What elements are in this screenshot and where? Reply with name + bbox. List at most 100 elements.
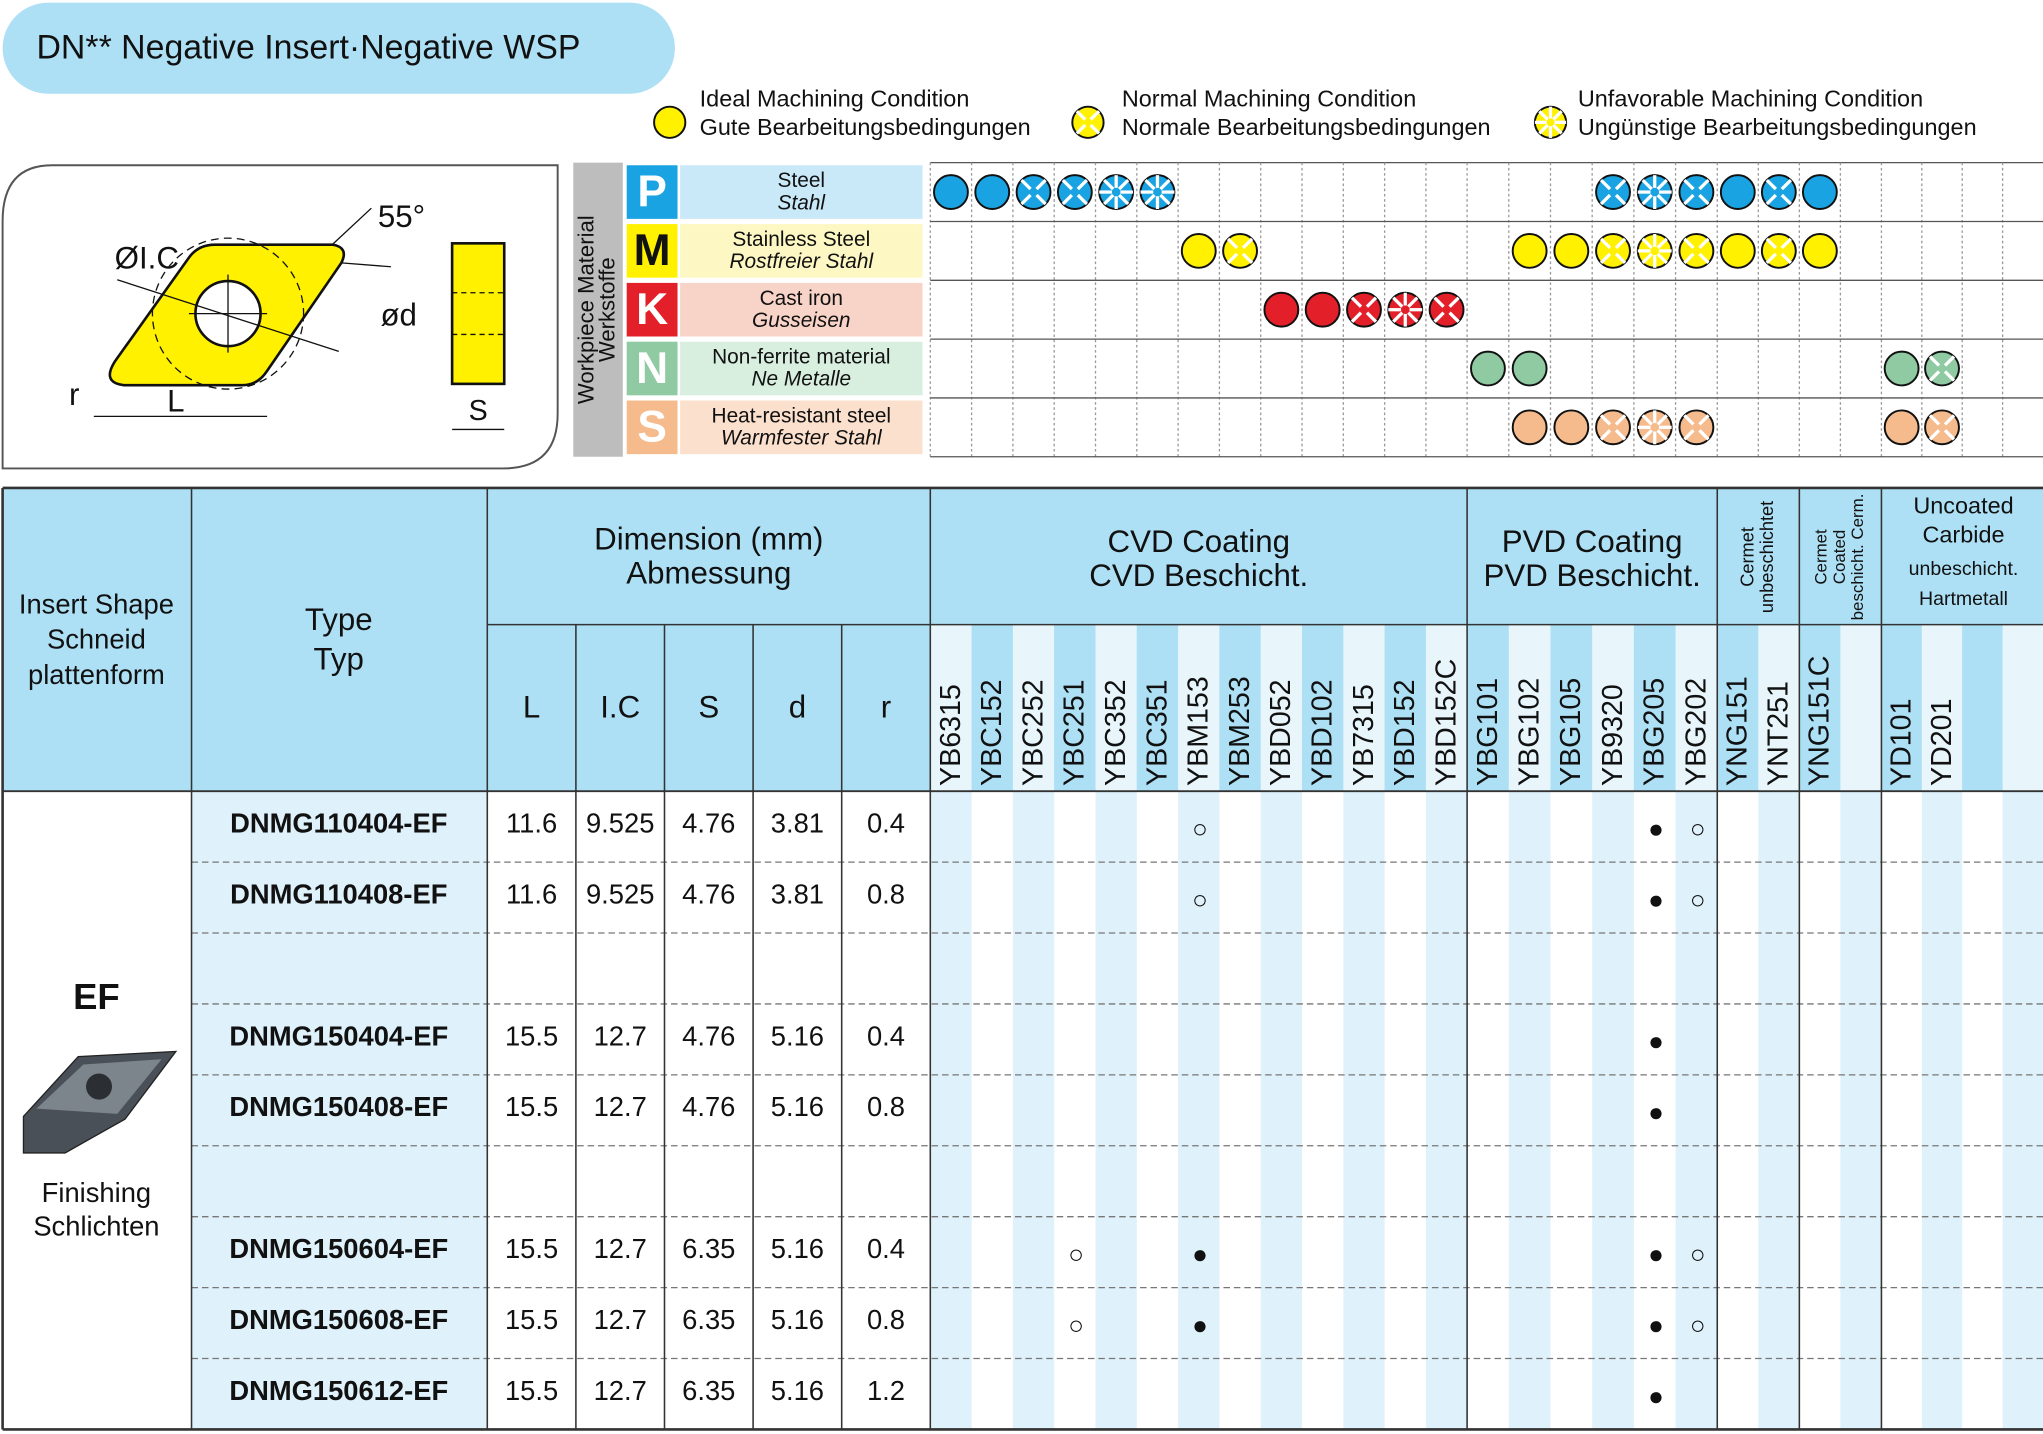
dim: 5.16: [771, 1375, 824, 1406]
header-group: Cermet: [1737, 527, 1757, 587]
condition-icon-notch: [1698, 429, 1710, 441]
material-de: Rostfreier Stahl: [729, 250, 874, 273]
header-dim: d: [789, 689, 806, 724]
material-label-box: [680, 400, 923, 455]
header-group: unbeschicht.: [1909, 558, 2019, 580]
grade-label: YBC152: [976, 679, 1008, 786]
header-dim: S: [698, 689, 719, 724]
grade-label: YD101: [1885, 698, 1917, 785]
material-letter-box: [626, 224, 678, 278]
dim: 15.5: [505, 1233, 558, 1264]
condition-icon-notch: [1928, 355, 1941, 367]
material-letter: N: [636, 344, 668, 393]
dim: 5.16: [771, 1304, 824, 1335]
condition-icon: [1511, 409, 1548, 446]
header-group: PVD Coating: [1502, 524, 1683, 559]
header-group: CVD Beschicht.: [1089, 558, 1308, 593]
dim: 12.7: [594, 1020, 647, 1051]
grade-col-stripe: [2002, 791, 2043, 1430]
grade-col-stripe: [1508, 791, 1551, 1430]
title-pill: [2, 2, 675, 94]
condition-icon-notch: [1392, 311, 1404, 323]
dim: 0.4: [867, 1233, 905, 1264]
grade-col-bg: [1136, 624, 1179, 792]
material-letter: K: [636, 285, 668, 334]
condition-icon-notch: [1641, 252, 1653, 264]
grade-col-stripe: [1921, 791, 1963, 1430]
condition-icon-notch: [1780, 193, 1792, 206]
grade-mark: ○: [1068, 1239, 1084, 1269]
condition-icon-notch: [1641, 237, 1653, 250]
condition-icon-notch: [1656, 237, 1668, 250]
legend-icon-notch: [1538, 123, 1549, 135]
material-en: Steel: [778, 169, 826, 192]
grade-mark: ●: [1648, 1097, 1664, 1127]
dim: 5.16: [771, 1020, 824, 1051]
grade-col-bg: [1178, 624, 1220, 792]
condition-icon-notch: [1683, 193, 1695, 206]
condition-icon-notch: [1698, 252, 1710, 264]
condition-icon-notch: [1943, 370, 1956, 382]
grade-label: YBG202: [1680, 678, 1712, 786]
header-shape: Schneid: [47, 624, 146, 655]
material-letter: P: [637, 167, 667, 216]
material-de: Ne Metalle: [751, 368, 851, 391]
condition-icon: [1304, 291, 1341, 328]
grade-col-bg: [1881, 624, 1922, 792]
grade-label: YBG101: [1472, 678, 1504, 786]
grade-label: YB7315: [1348, 684, 1380, 786]
grade-mark: ●: [1648, 1239, 1664, 1269]
dim: 6.35: [682, 1304, 735, 1335]
condition-icon-notch: [1407, 311, 1419, 323]
grade-mark: ○: [1192, 884, 1208, 914]
diagram: ØI.C 55° ød r L S: [1, 164, 559, 470]
header-dimension: Dimension (mm): [594, 522, 823, 557]
condition-icon-notch: [1407, 296, 1419, 308]
grade-label: YBD102: [1307, 679, 1339, 786]
grade-col-stripe: [1178, 791, 1220, 1430]
grade-col-bg: [1758, 624, 1800, 792]
material-label-box: [680, 282, 923, 337]
condition-icon-notch: [1020, 178, 1032, 191]
header-type: Type: [305, 602, 373, 637]
condition-icon-notch: [1599, 237, 1612, 250]
grade-label: YBG105: [1555, 678, 1587, 786]
legend-de: Normale Bearbeitungsbedingungen: [1122, 114, 1491, 140]
legend-icon-notch: [1075, 123, 1087, 135]
condition-icon-notch: [1698, 193, 1710, 206]
legend-icon-notch: [1538, 110, 1549, 121]
condition-icon-notch: [1656, 193, 1668, 206]
grade-label: YB9320: [1597, 684, 1629, 786]
material-label-box: [680, 341, 923, 396]
legend-icon-notch: [1075, 110, 1087, 121]
grade-mark: ○: [1690, 1239, 1706, 1269]
material-de: Warmfester Stahl: [721, 427, 883, 450]
condition-icon-notch: [1683, 237, 1695, 250]
material-axis-label: Werkstoffe: [594, 257, 619, 362]
grade-col-bg: [1840, 624, 1882, 792]
grade-col-stripe: [1012, 791, 1055, 1430]
condition-icon-notch: [1943, 429, 1956, 441]
grade-col-bg: [1343, 624, 1385, 792]
condition-icon: [1801, 174, 1838, 210]
grade-col-stripe: [1758, 791, 1800, 1430]
dim: 3.81: [771, 808, 824, 839]
dim: 9.525: [586, 808, 654, 839]
dim: 5.16: [771, 1091, 824, 1122]
condition-icon-notch: [1765, 252, 1777, 264]
type: DNMG110408-EF: [230, 878, 447, 909]
condition-icon-notch: [1144, 193, 1156, 206]
header-dim: r: [881, 689, 891, 724]
grade-col-bg: [1799, 624, 1841, 792]
grade-col-bg: [1675, 624, 1718, 792]
type: DNMG150604-EF: [229, 1233, 448, 1264]
header-group: CVD Coating: [1108, 524, 1290, 559]
header-group: beschicht. Cerm.: [1848, 494, 1867, 621]
dim: 4.76: [682, 878, 735, 909]
condition-icon-notch: [1780, 178, 1792, 191]
condition-icon-notch: [1159, 178, 1171, 191]
condition-icon-notch: [1683, 178, 1695, 191]
grade-mark: ○: [1690, 1310, 1706, 1340]
condition-icon-notch: [1928, 414, 1941, 426]
